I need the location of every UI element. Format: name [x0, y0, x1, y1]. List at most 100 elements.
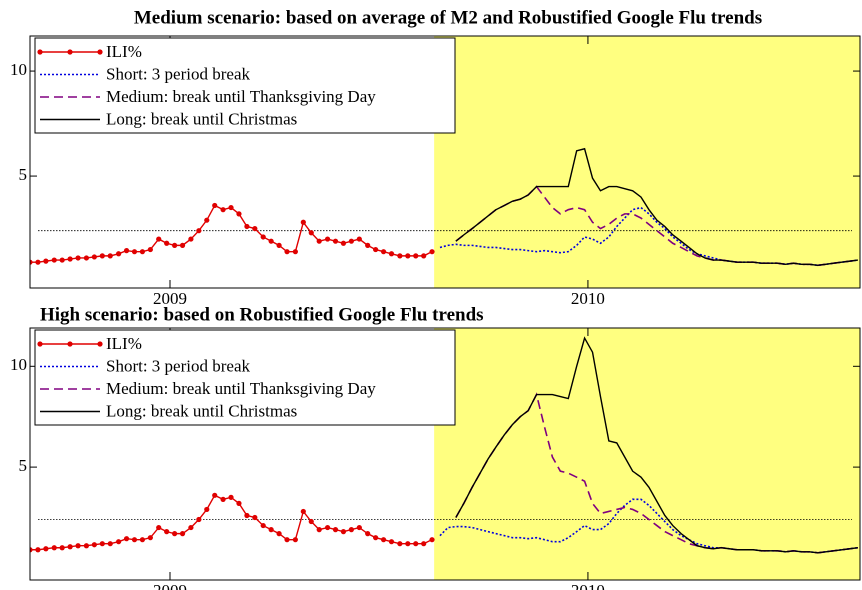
y-tick-label: 5	[19, 456, 28, 475]
series-marker	[316, 527, 322, 533]
series-marker	[156, 236, 162, 242]
series-marker	[116, 251, 122, 257]
series-marker	[405, 253, 411, 259]
series-marker	[139, 537, 146, 543]
series-marker	[365, 531, 371, 537]
series-marker	[196, 228, 202, 234]
panel: High scenario: based on Robustified Goog…	[10, 304, 861, 590]
series-marker	[340, 529, 347, 535]
legend-marker	[97, 49, 103, 55]
legend-label: Medium: break until Thanksgiving Day	[106, 87, 376, 106]
panel: Medium scenario: based on average of M2 …	[10, 7, 861, 308]
series-marker	[196, 516, 202, 523]
legend-label: Short: 3 period break	[106, 356, 250, 375]
series-marker	[59, 545, 65, 551]
legend-label: Long: break until Christmas	[106, 109, 297, 128]
series-marker	[268, 527, 274, 533]
series-marker	[413, 253, 419, 259]
series-marker	[284, 537, 290, 543]
series-marker	[43, 258, 49, 264]
series-marker	[99, 253, 105, 259]
series-marker	[123, 536, 130, 542]
series-marker	[67, 256, 73, 262]
legend-label: Medium: break until Thanksgiving Day	[106, 379, 376, 398]
series-marker	[324, 236, 331, 242]
series-marker	[59, 257, 65, 263]
series-marker	[332, 238, 339, 244]
series-marker	[260, 234, 266, 240]
legend-marker	[97, 341, 103, 347]
series-marker	[75, 543, 81, 549]
series-marker	[388, 251, 395, 257]
series-marker	[35, 547, 41, 553]
series-marker	[348, 238, 354, 244]
legend-marker	[67, 341, 73, 347]
series-marker	[332, 527, 339, 533]
series-marker	[51, 257, 57, 263]
chart-title: High scenario: based on Robustified Goog…	[40, 304, 484, 325]
series-marker	[172, 531, 178, 537]
series-marker	[340, 240, 347, 246]
series-marker	[244, 512, 250, 519]
forecast-shade	[434, 36, 860, 288]
legend-label: ILI%	[106, 334, 142, 353]
legend-box	[34, 37, 456, 134]
legend-marker	[67, 49, 73, 55]
legend-marker	[37, 49, 43, 55]
series-marker	[91, 254, 97, 260]
series-marker	[107, 541, 113, 547]
series-marker	[429, 537, 435, 543]
series-marker	[292, 537, 298, 543]
y-tick-label: 10	[10, 355, 27, 374]
series-marker	[30, 259, 33, 265]
series-marker	[380, 249, 387, 255]
series-line	[455, 147, 859, 267]
forecast-shade	[434, 328, 860, 580]
series-marker	[276, 242, 282, 248]
series-marker	[316, 238, 322, 244]
series-marker	[164, 529, 170, 535]
series-marker	[107, 253, 113, 259]
series-marker	[284, 249, 290, 255]
y-tick-label: 5	[19, 165, 28, 184]
series-marker	[356, 524, 362, 531]
series-marker	[188, 524, 194, 531]
series-marker	[268, 238, 274, 244]
series-marker	[212, 492, 218, 498]
series-marker	[67, 544, 73, 550]
series-marker	[43, 546, 49, 552]
legend: ILI% Short: 3 period break Medium: break u…	[34, 37, 456, 134]
series-line	[455, 336, 858, 554]
series-marker	[75, 255, 81, 261]
series-marker	[308, 230, 314, 236]
series-marker	[260, 522, 266, 529]
series-marker	[156, 524, 162, 531]
series-marker	[308, 518, 314, 525]
series-marker	[220, 496, 226, 502]
series-marker	[365, 242, 371, 248]
series-marker	[373, 246, 379, 253]
series-marker	[164, 240, 170, 246]
legend: ILI% Short: 3 period break Medium: break u…	[34, 329, 456, 426]
series-marker	[91, 542, 97, 548]
series-marker	[292, 249, 298, 255]
legend-label: ILI%	[106, 42, 142, 61]
y-tick-label: 10	[10, 60, 27, 79]
series-marker	[179, 531, 186, 537]
chart-title: Medium scenario: based on average of M2 …	[134, 7, 762, 28]
series-marker	[220, 207, 226, 213]
series-marker	[300, 219, 306, 225]
series-marker	[429, 249, 435, 255]
legend-label: Long: break until Christmas	[106, 401, 297, 420]
legend-box	[34, 329, 456, 426]
series-marker	[204, 217, 210, 223]
series-marker	[252, 514, 258, 521]
series-marker	[131, 537, 138, 543]
series-marker	[139, 249, 146, 255]
series-marker	[244, 223, 250, 230]
legend-label: Short: 3 period break	[106, 64, 250, 83]
series-marker	[236, 211, 242, 217]
series-marker	[147, 246, 153, 253]
series-marker	[116, 539, 122, 545]
legend-marker	[37, 341, 43, 347]
